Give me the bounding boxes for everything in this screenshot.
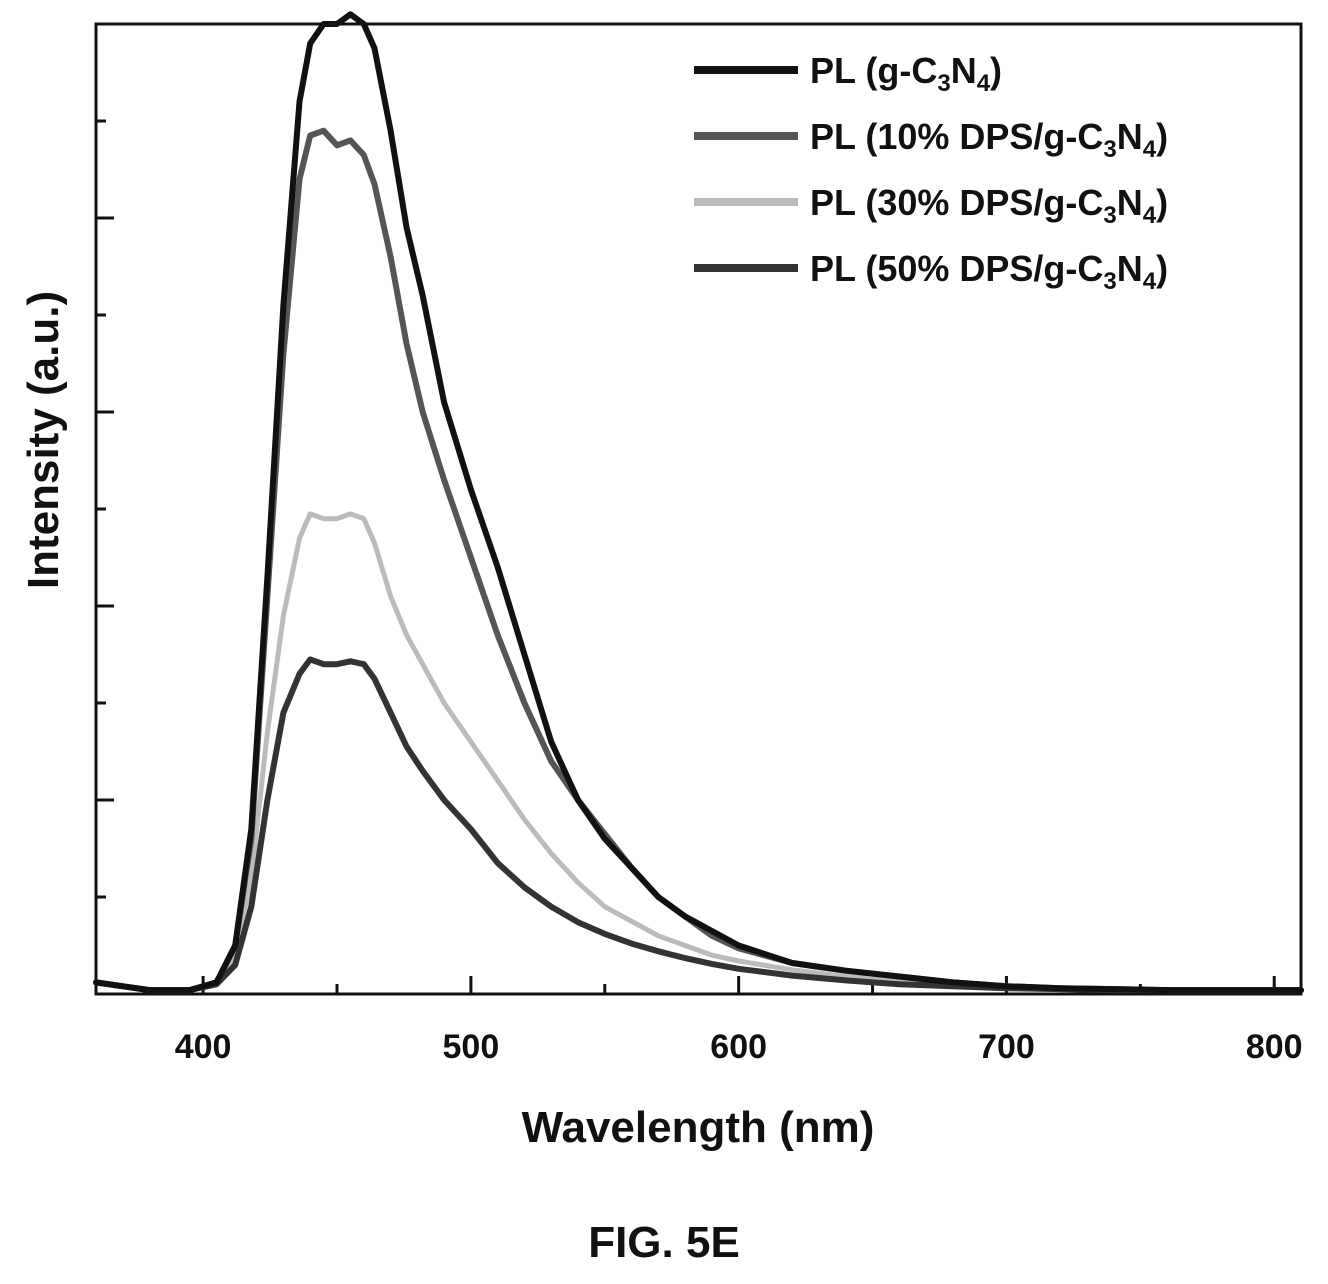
- legend-label: PL (30% DPS/g-C3N4): [810, 182, 1168, 229]
- x-axis-title: Wavelength (nm): [522, 1103, 875, 1152]
- x-tick-label: 600: [710, 1028, 767, 1066]
- series-line: [93, 656, 1304, 994]
- x-tick-label: 800: [1246, 1028, 1303, 1066]
- legend-label: PL (10% DPS/g-C3N4): [810, 116, 1168, 163]
- x-tick-label: 400: [175, 1028, 232, 1066]
- x-axis-ticks: 400 500 600 700 800: [175, 976, 1303, 1066]
- y-axis-title: Intensity (a.u.): [19, 291, 68, 589]
- series-layer: [93, 11, 1304, 994]
- legend-label: PL (g-C3N4): [810, 50, 1002, 97]
- legend-label: PL (50% DPS/g-C3N4): [810, 248, 1168, 295]
- figure-caption: FIG. 5E: [588, 1218, 740, 1267]
- y-axis-ticks: [96, 119, 114, 899]
- x-tick-label: 700: [978, 1028, 1035, 1066]
- x-tick-label: 500: [443, 1028, 500, 1066]
- legend: PL (g-C3N4) PL (10% DPS/g-C3N4) PL (30% DP…: [694, 50, 1168, 295]
- series-line: [93, 11, 1304, 994]
- pl-spectrum-chart: 400 500 600 700 800 PL (g-C3N4) PL (10% DPS/g…: [19, 11, 1304, 1152]
- plot-frame: [94, 22, 1303, 996]
